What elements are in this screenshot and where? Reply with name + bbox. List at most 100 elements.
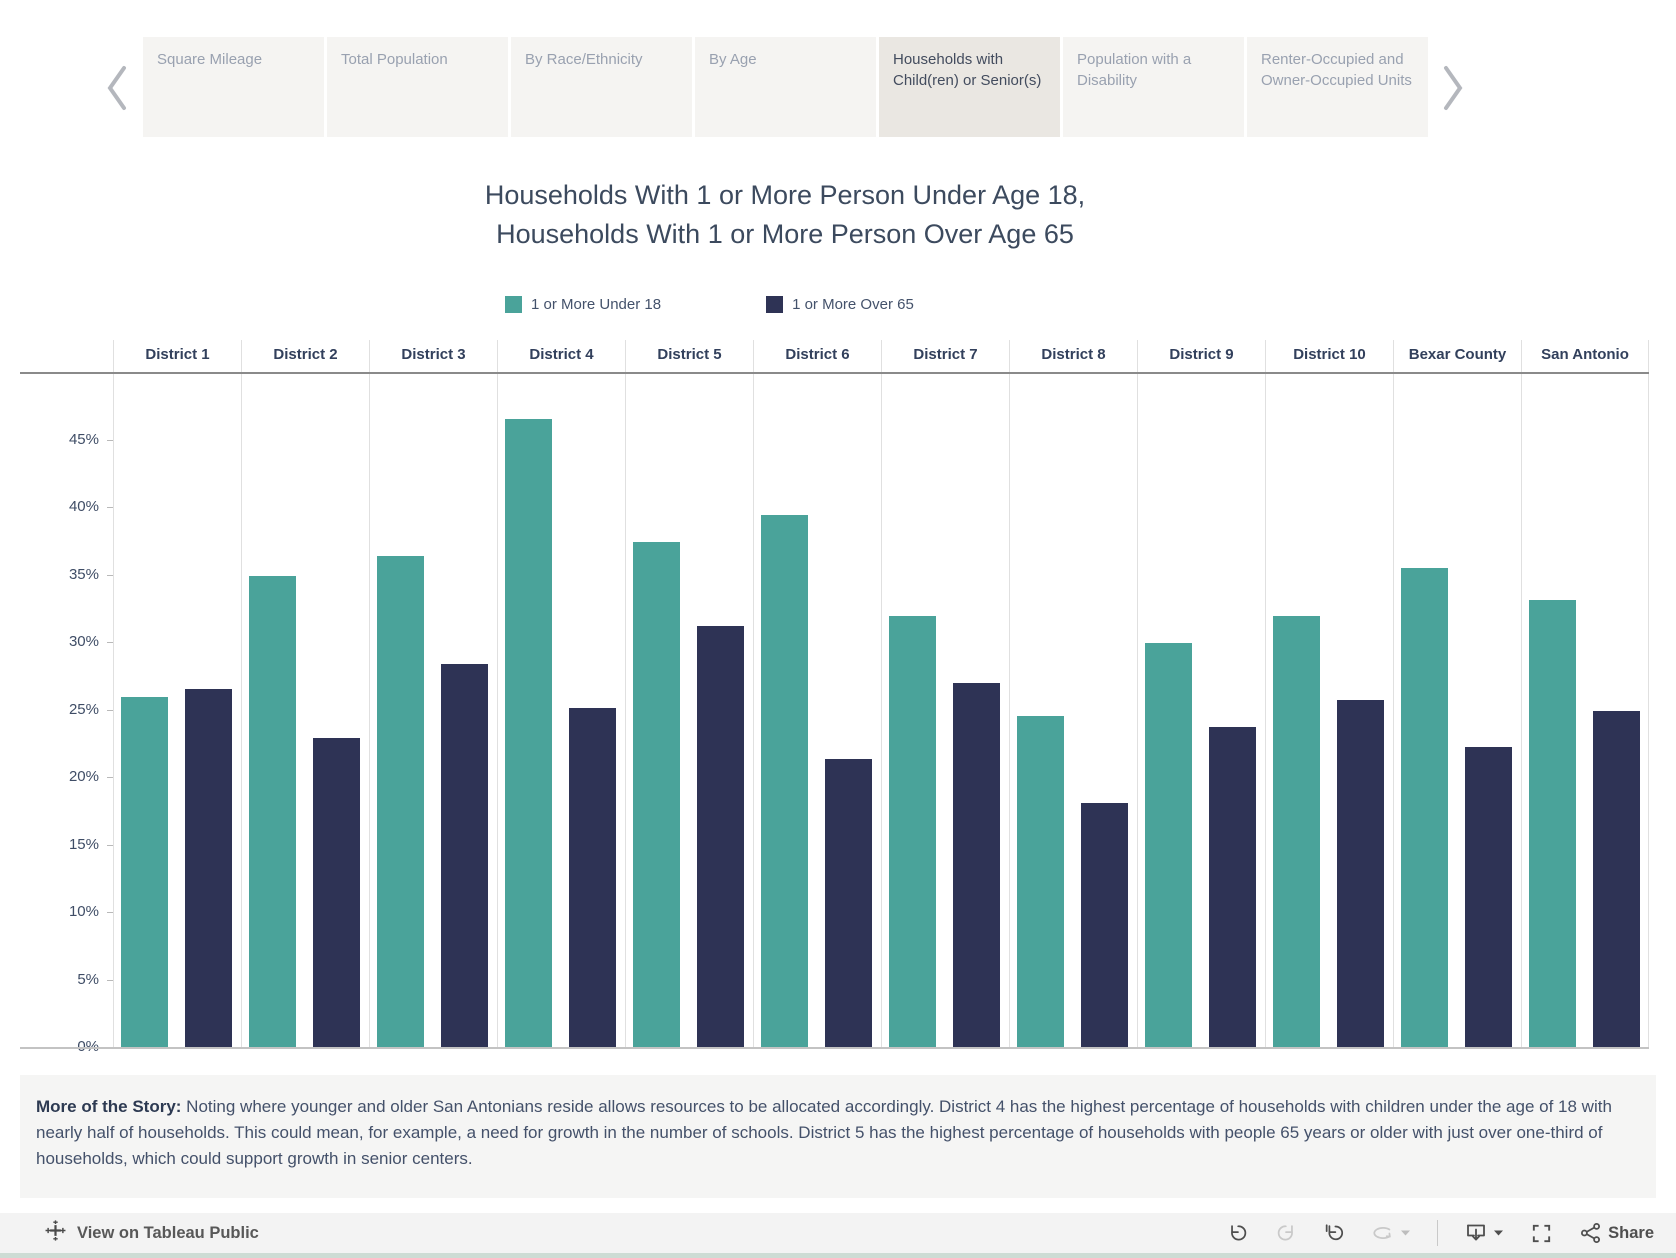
prev-tabs-button[interactable] bbox=[100, 62, 134, 114]
y-tick-label: 10% bbox=[68, 903, 99, 920]
legend: 1 or More Under 18 1 or More Over 65 bbox=[505, 296, 914, 313]
column-header: Bexar County bbox=[1408, 346, 1507, 363]
y-tick-mark bbox=[107, 439, 113, 441]
bar-under-18[interactable] bbox=[505, 419, 552, 1047]
bar-under-18[interactable] bbox=[249, 575, 296, 1047]
view-on-tableau-public-link[interactable]: View on Tableau Public bbox=[44, 1219, 259, 1247]
legend-item-under-18[interactable]: 1 or More Under 18 bbox=[505, 296, 661, 313]
refresh-button[interactable] bbox=[1371, 1222, 1411, 1244]
column-district-4: District 4 bbox=[497, 340, 625, 1049]
bar-over-65[interactable] bbox=[185, 689, 232, 1047]
y-tick-mark bbox=[107, 574, 113, 576]
y-axis: 45% 40% 35% 30% 25% 20% 15% 10% 5% 0% bbox=[20, 340, 113, 1055]
y-tick-mark bbox=[107, 709, 113, 711]
bar-over-65[interactable] bbox=[569, 708, 616, 1047]
bar-group bbox=[626, 372, 753, 1047]
tab-label: Households with Child(ren) or Senior(s) bbox=[893, 51, 1042, 89]
column-header-border bbox=[20, 372, 1649, 374]
y-tick-label: 45% bbox=[68, 430, 99, 448]
bar-over-65[interactable] bbox=[953, 682, 1000, 1047]
bar-over-65[interactable] bbox=[1465, 747, 1512, 1047]
revert-icon bbox=[1323, 1222, 1345, 1244]
story-note-lead: More of the Story: bbox=[36, 1097, 182, 1116]
column-header: District 4 bbox=[529, 346, 594, 363]
columns: District 1 District 2 District 3 District 4… bbox=[113, 340, 1649, 1049]
tab-square-mileage[interactable]: Square Mileage bbox=[143, 37, 324, 137]
column-san-antonio: San Antonio bbox=[1521, 340, 1649, 1049]
bar-group bbox=[1010, 372, 1137, 1047]
bar-over-65[interactable] bbox=[697, 625, 744, 1047]
tab-population-disability[interactable]: Population with a Disability bbox=[1063, 37, 1244, 137]
tab-by-age[interactable]: By Age bbox=[695, 37, 876, 137]
redo-button[interactable] bbox=[1275, 1222, 1297, 1244]
bar-under-18[interactable] bbox=[121, 697, 168, 1047]
undo-button[interactable] bbox=[1227, 1222, 1249, 1244]
column-header: District 3 bbox=[401, 346, 466, 363]
share-label: Share bbox=[1608, 1223, 1654, 1242]
tab-households-children-seniors[interactable]: Households with Child(ren) or Senior(s) bbox=[879, 37, 1060, 137]
bar-under-18[interactable] bbox=[633, 542, 680, 1047]
bar-under-18[interactable] bbox=[1017, 716, 1064, 1047]
bar-over-65[interactable] bbox=[313, 737, 360, 1047]
bar-group bbox=[754, 372, 881, 1047]
fullscreen-button[interactable] bbox=[1530, 1222, 1553, 1245]
bar-over-65[interactable] bbox=[441, 663, 488, 1047]
bar-over-65[interactable] bbox=[1209, 727, 1256, 1047]
bar-under-18[interactable] bbox=[1273, 616, 1320, 1047]
share-button[interactable]: Share bbox=[1579, 1221, 1654, 1245]
chevron-right-icon bbox=[1436, 66, 1470, 117]
next-tabs-button[interactable] bbox=[1436, 62, 1470, 114]
download-caret-icon bbox=[1493, 1229, 1504, 1237]
bar-under-18[interactable] bbox=[761, 515, 808, 1047]
bar-group bbox=[498, 372, 625, 1047]
chart-title: Households With 1 or More Person Under A… bbox=[20, 176, 1550, 254]
download-button[interactable] bbox=[1464, 1221, 1504, 1245]
column-header: District 9 bbox=[1169, 346, 1234, 363]
y-tick-label: 35% bbox=[68, 565, 99, 583]
y-tick-label: 25% bbox=[68, 700, 99, 718]
bar-under-18[interactable] bbox=[1145, 643, 1192, 1047]
chart-title-line2: Households With 1 or More Person Over Ag… bbox=[496, 219, 1074, 249]
tableau-toolbar: View on Tableau Public bbox=[0, 1213, 1676, 1253]
bar-over-65[interactable] bbox=[825, 759, 872, 1047]
column-header: District 1 bbox=[145, 346, 210, 363]
column-district-7: District 7 bbox=[881, 340, 1009, 1049]
bar-chart: 45%40%35%30%25%20%15%10%5%0% District 1D… bbox=[20, 340, 1649, 1055]
column-header: District 6 bbox=[785, 346, 850, 363]
y-tick-label: 0% bbox=[39, 1038, 99, 1055]
y-tick-mark bbox=[107, 979, 113, 981]
tab-label: Population with a Disability bbox=[1077, 51, 1192, 89]
column-header: District 10 bbox=[1293, 346, 1366, 363]
toolbar-divider bbox=[1437, 1220, 1439, 1246]
column-district-2: District 2 bbox=[241, 340, 369, 1049]
bar-under-18[interactable] bbox=[1529, 600, 1576, 1047]
tab-total-population[interactable]: Total Population bbox=[327, 37, 508, 137]
x-axis-line bbox=[20, 1047, 1649, 1049]
refresh-caret-icon bbox=[1400, 1229, 1411, 1237]
tab-by-race-ethnicity[interactable]: By Race/Ethnicity bbox=[511, 37, 692, 137]
tab-renter-owner-units[interactable]: Renter-Occupied and Owner-Occupied Units bbox=[1247, 37, 1428, 137]
toolbar-actions: Share bbox=[1227, 1220, 1654, 1246]
legend-swatch-under-18 bbox=[505, 296, 522, 313]
tab-label: By Race/Ethnicity bbox=[525, 51, 643, 68]
bar-group bbox=[370, 372, 497, 1047]
y-tick-label: 30% bbox=[68, 633, 99, 650]
revert-button[interactable] bbox=[1323, 1222, 1345, 1244]
legend-label-under-18: 1 or More Under 18 bbox=[531, 296, 662, 313]
bar-over-65[interactable] bbox=[1081, 802, 1128, 1047]
bar-over-65[interactable] bbox=[1337, 700, 1384, 1047]
y-tick-label: 5% bbox=[77, 970, 99, 988]
bar-under-18[interactable] bbox=[889, 616, 936, 1047]
tab-label: By Age bbox=[709, 51, 757, 68]
legend-item-over-65[interactable]: 1 or More Over 65 bbox=[766, 296, 914, 313]
bar-under-18[interactable] bbox=[1401, 567, 1448, 1047]
story-note: More of the Story: Noting where younger … bbox=[20, 1075, 1656, 1198]
chevron-left-icon bbox=[100, 66, 134, 117]
y-tick-label: 15% bbox=[68, 835, 99, 853]
column-bexar-county: Bexar County bbox=[1393, 340, 1521, 1049]
bar-over-65[interactable] bbox=[1593, 710, 1640, 1047]
column-district-3: District 3 bbox=[369, 340, 497, 1049]
bar-under-18[interactable] bbox=[377, 555, 424, 1047]
column-header: District 7 bbox=[913, 346, 978, 363]
